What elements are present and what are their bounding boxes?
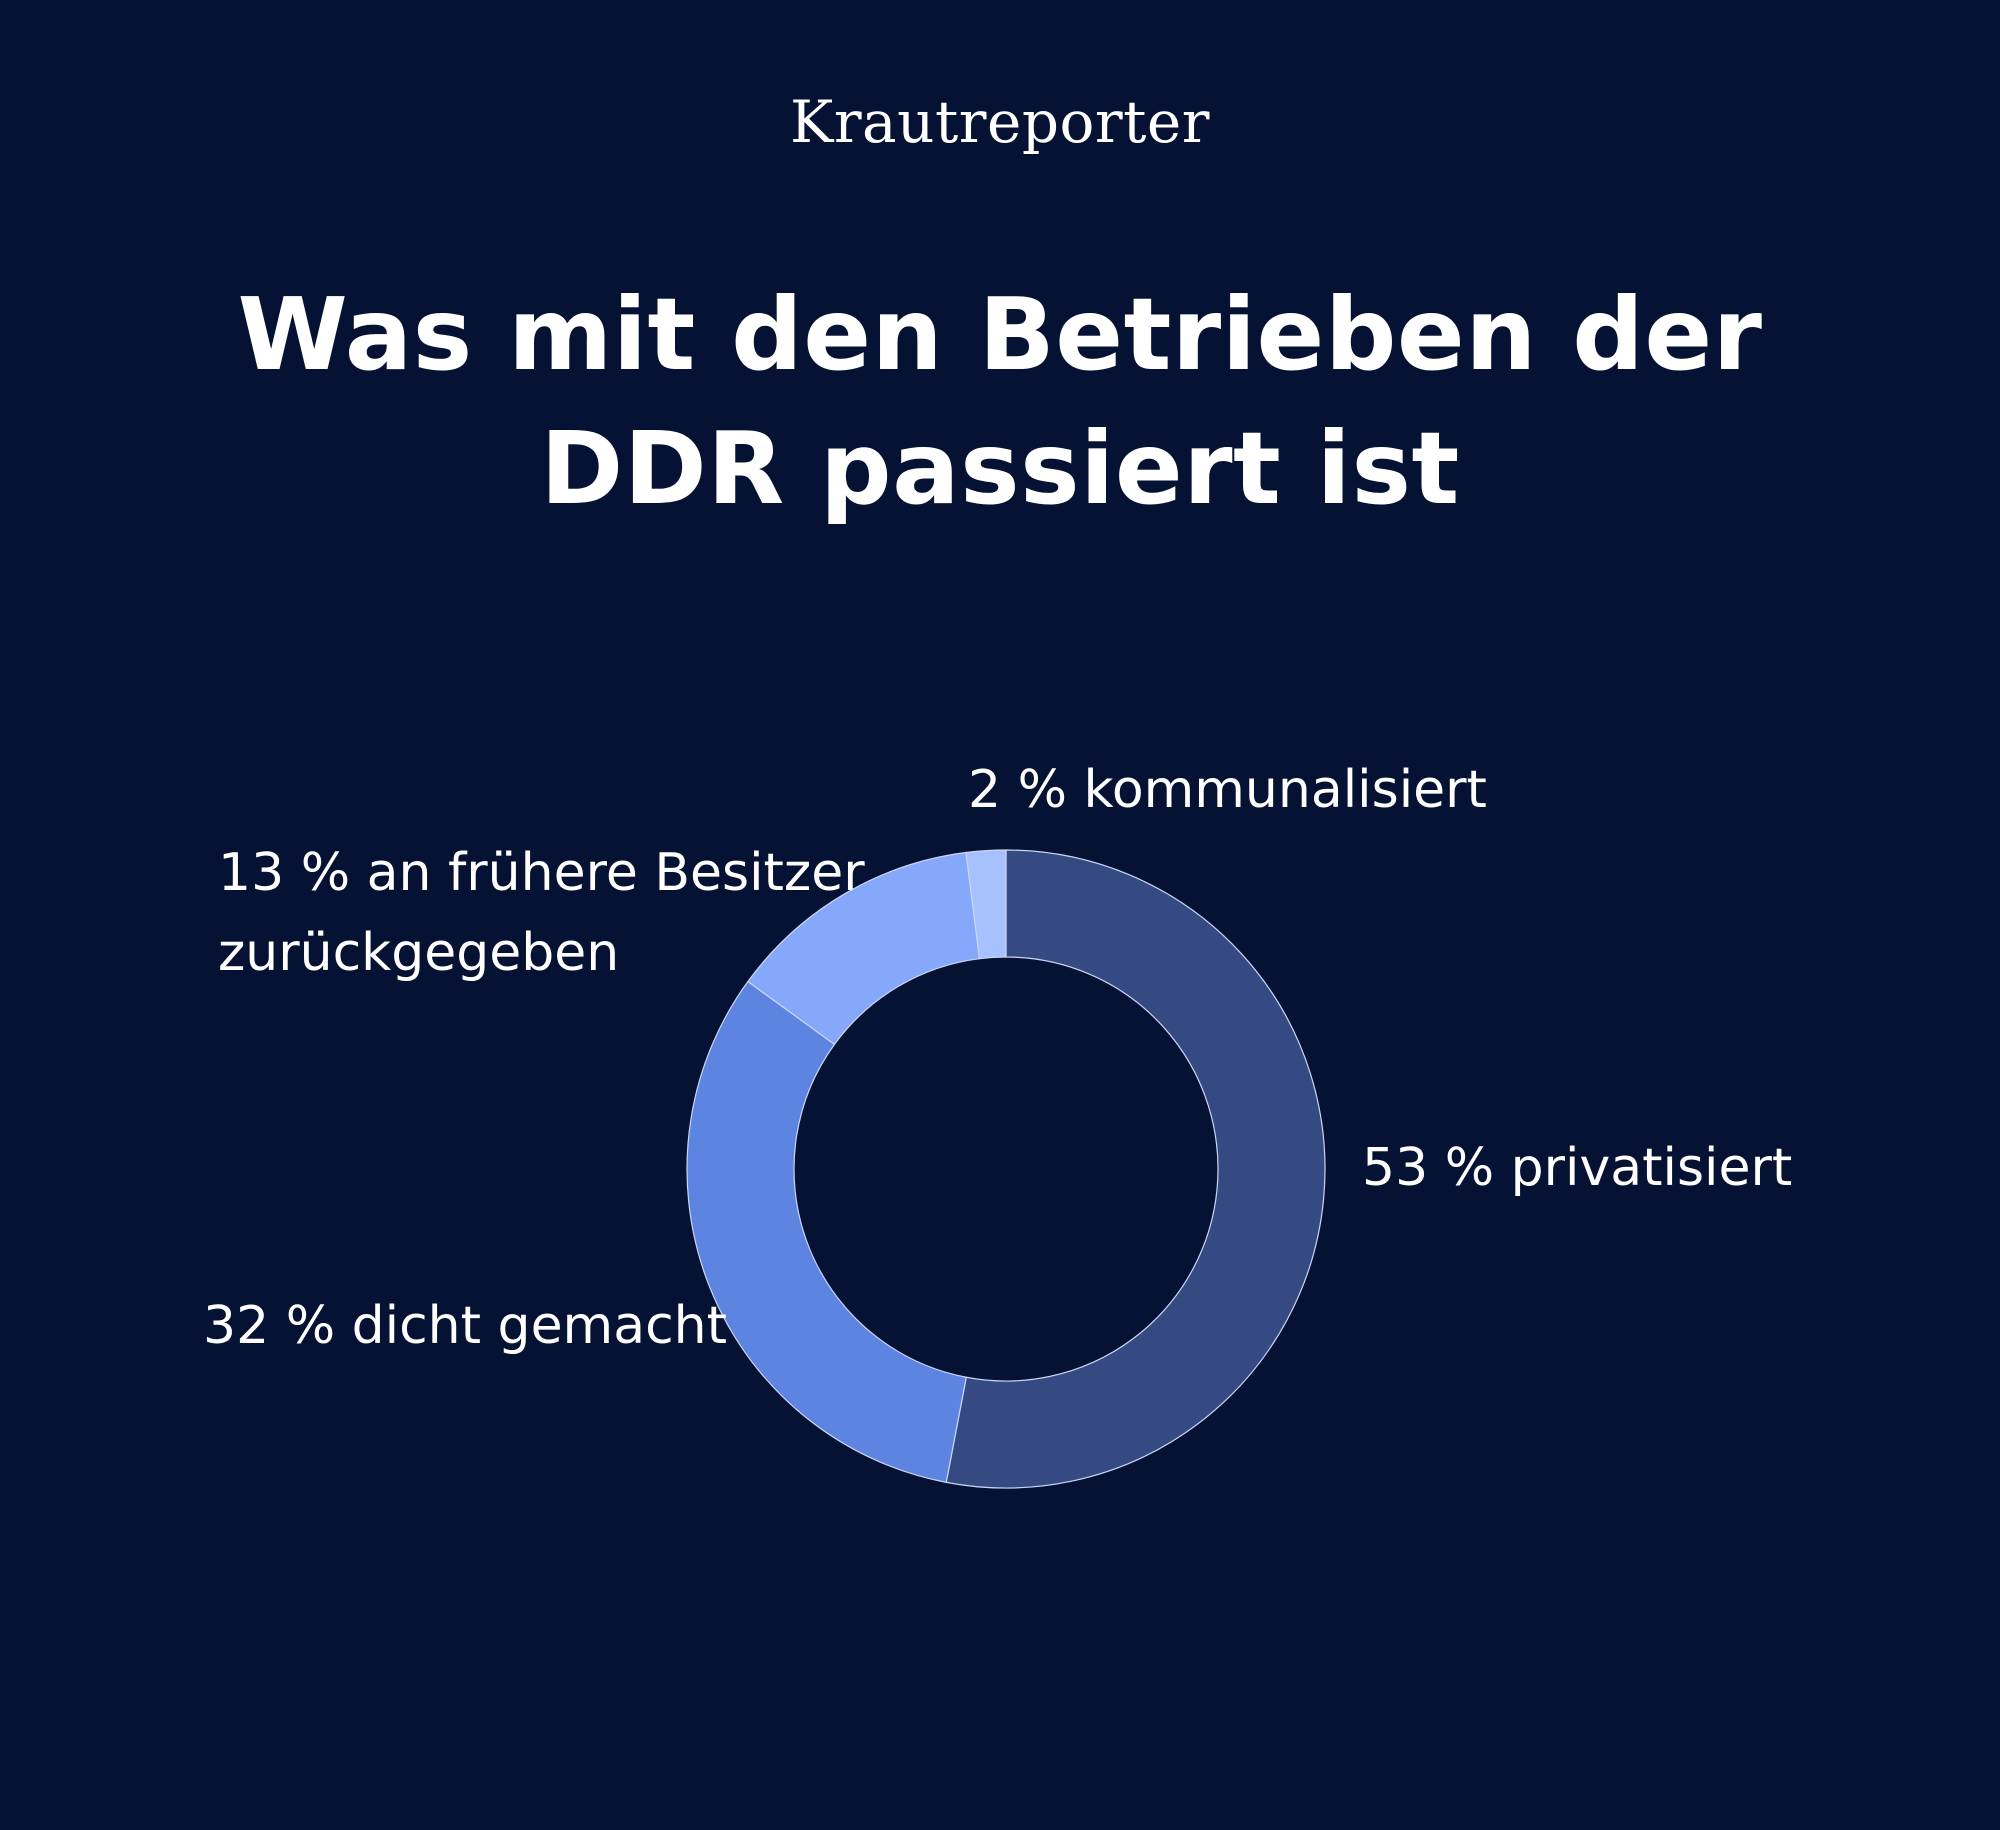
slice-label-kommunalisiert-line-1: 2 % kommunalisiert xyxy=(968,760,1487,820)
donut-slice-1 xyxy=(686,980,967,1484)
brand-logo: Krautreporter xyxy=(790,88,1210,156)
slice-label-zurueckgegeben: 13 % an frühere Besitzer zurückgegeben xyxy=(218,833,865,993)
donut-slice-0 xyxy=(945,849,1326,1489)
slice-label-zurueckgegeben-line-2: zurückgegeben xyxy=(218,923,620,983)
slice-label-privatisiert: 53 % privatisiert xyxy=(1362,1128,1792,1208)
slice-label-kommunalisiert: 2 % kommunalisiert xyxy=(968,750,1487,830)
slice-label-privatisiert-line-1: 53 % privatisiert xyxy=(1362,1138,1793,1198)
slice-label-zurueckgegeben-line-1: 13 % an frühere Besitzer xyxy=(218,843,865,903)
slice-label-dicht-gemacht: 32 % dicht gemacht xyxy=(203,1286,727,1366)
chart-title: Was mit den Betrieben der DDR passiert i… xyxy=(237,276,1763,527)
donut-slice-3 xyxy=(965,849,1007,960)
slice-label-dicht-gemacht-line-1: 32 % dicht gemacht xyxy=(203,1296,728,1356)
